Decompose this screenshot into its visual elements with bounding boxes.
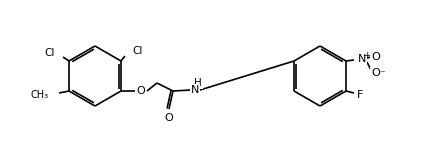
- Text: O: O: [372, 52, 381, 62]
- Text: H: H: [194, 78, 202, 88]
- Text: N: N: [358, 54, 366, 64]
- Text: +: +: [363, 51, 371, 60]
- Text: Cl: Cl: [45, 48, 55, 58]
- Text: N: N: [191, 85, 199, 95]
- Text: CH₃: CH₃: [31, 90, 49, 100]
- Text: ⁻: ⁻: [379, 69, 385, 79]
- Text: Cl: Cl: [132, 46, 142, 56]
- Text: O: O: [164, 113, 173, 123]
- Text: O: O: [372, 68, 381, 78]
- Text: O: O: [137, 86, 145, 96]
- Text: F: F: [357, 90, 363, 100]
